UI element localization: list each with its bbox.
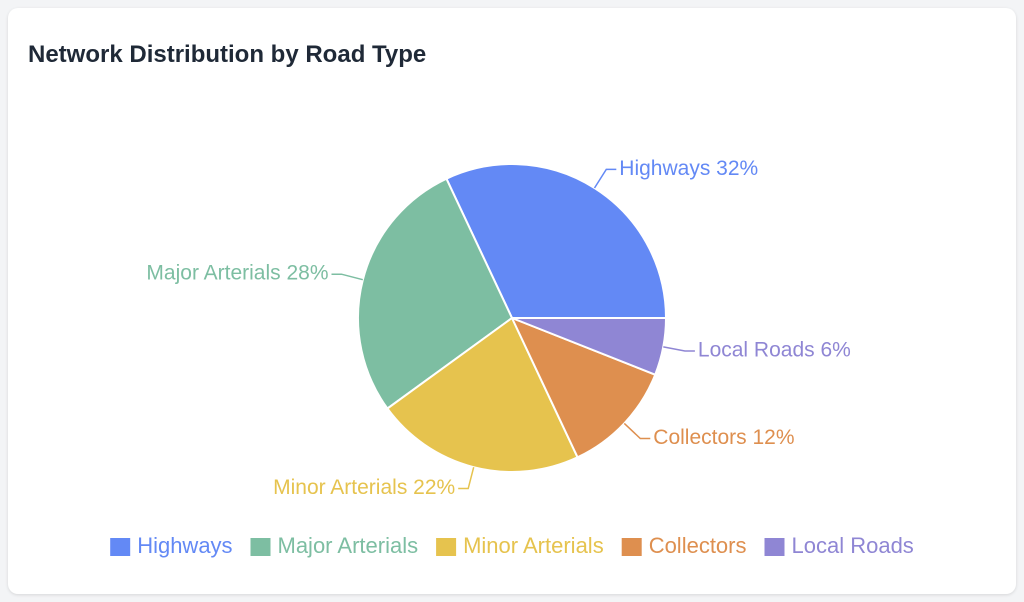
leader-line-collectors bbox=[623, 422, 651, 440]
legend-swatch-collectors[interactable] bbox=[621, 538, 642, 556]
slice-labels: Highways 32% Major Arterials 28% Minor Art… bbox=[146, 157, 850, 499]
leader-line-local-roads bbox=[663, 346, 695, 352]
chart-title: Network Distribution by Road Type bbox=[28, 41, 427, 68]
slice-major-arterials[interactable] bbox=[357, 177, 514, 410]
legend-label-local-roads: Local Roads bbox=[792, 533, 914, 558]
legend-label-minor-arterials: Minor Arterials bbox=[463, 533, 604, 558]
slice-label-major-arterials: Major Arterials 28% bbox=[146, 262, 328, 285]
legend-swatch-highways[interactable] bbox=[110, 538, 131, 556]
slice-local-roads[interactable] bbox=[511, 317, 668, 376]
slice-label-highways: Highways 32% bbox=[619, 157, 758, 180]
legend-label-major-arterials: Major Arterials bbox=[278, 533, 419, 558]
legend-label-highways: Highways bbox=[137, 533, 232, 558]
legend: Highways Major Arterials Minor Arterials Co… bbox=[110, 533, 914, 558]
legend-swatch-minor-arterials[interactable] bbox=[436, 538, 457, 556]
legend-swatch-major-arterials[interactable] bbox=[250, 538, 271, 556]
pie-slices bbox=[357, 163, 668, 473]
leader-line-minor-arterials bbox=[458, 467, 475, 490]
slice-label-collectors: Collectors 12% bbox=[653, 426, 794, 449]
legend-swatch-local-roads[interactable] bbox=[764, 538, 785, 556]
slice-label-minor-arterials: Minor Arterials 22% bbox=[273, 476, 455, 499]
legend-label-collectors: Collectors bbox=[649, 533, 747, 558]
slice-label-local-roads: Local Roads 6% bbox=[698, 339, 851, 362]
slice-collectors[interactable] bbox=[510, 316, 657, 459]
leader-lines bbox=[331, 168, 695, 490]
leader-line-major-arterials bbox=[331, 273, 363, 281]
leader-line-highways bbox=[593, 168, 617, 189]
